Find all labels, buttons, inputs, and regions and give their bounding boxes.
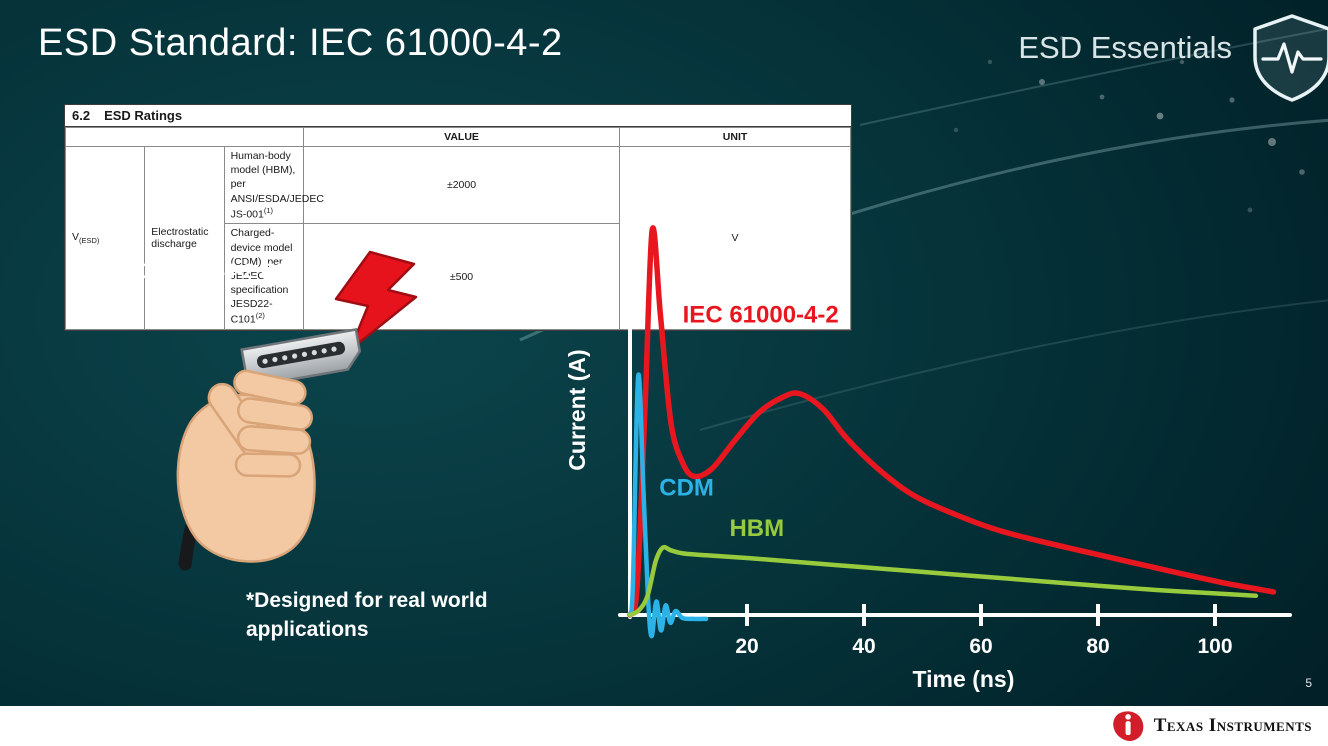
hbm-condition-text: Human-body model (HBM), per ANSI/ESDA/JE…: [230, 150, 324, 221]
cdm-footnote-ref: (2): [255, 311, 265, 321]
ti-logo: [1112, 710, 1144, 741]
series-label-IEC 61000-4-2: IEC 61000-4-2: [683, 301, 839, 328]
series-curve-IEC 61000-4-2: [627, 225, 1277, 618]
page-number: 5: [1305, 676, 1312, 690]
hand-holding-connector-illustration: [176, 328, 362, 571]
ratings-table-heading: 6.2 ESD Ratings: [65, 105, 851, 127]
symbol-cell: V(ESD): [64, 145, 146, 331]
lightning-bolt-icon: [334, 250, 418, 352]
table-row: V(ESD) Electrostatic discharge Human-bod…: [64, 145, 851, 331]
series-label-HBM: HBM: [729, 515, 784, 542]
unit-column-header: UNIT: [619, 127, 851, 147]
y-axis-title: Current (A): [564, 349, 590, 470]
footer-bar: Texas Instruments: [0, 706, 1328, 746]
section-number: 6.2: [72, 108, 91, 123]
slide-title: ESD Standard: IEC 61000-4-2: [38, 22, 563, 64]
series-curve-CDM: [627, 372, 709, 639]
series-brand-title: ESD Essentials: [1018, 30, 1232, 65]
esd-current-chart-area: 20 40 60 80 100 IEC 61000-4-2 CDM HBM Time (ns) C…: [545, 200, 1328, 705]
header-spacer-cell: [65, 127, 304, 147]
series-label-CDM: CDM: [659, 475, 714, 502]
x-tick-label: 60: [969, 635, 992, 658]
section-title: ESD Ratings: [104, 108, 183, 123]
parameter-cell: Electrostatic discharge: [144, 145, 225, 331]
symbol-subscript: (ESD): [79, 236, 100, 246]
x-axis-title: Time (ns): [913, 666, 1015, 692]
ti-wordmark: Texas Instruments: [1153, 715, 1312, 736]
fingers: [233, 369, 314, 478]
hbm-footnote-ref: (1): [263, 205, 274, 215]
esd-current-chart: 20 40 60 80 100 IEC 61000-4-2 CDM HBM Time (ns) C…: [564, 206, 1292, 692]
cdm-condition-text: Charged-device model (CDM), per JEDEC sp…: [230, 227, 293, 326]
series-curve-HBM: [627, 544, 1259, 618]
x-tick-label: 80: [1086, 635, 1109, 658]
hbm-condition-cell: Human-body model (HBM), per ANSI/ESDA/JE…: [223, 145, 324, 225]
ratings-header-row: VALUE UNIT: [65, 127, 851, 147]
esd-ratings-table: 6.2 ESD Ratings VALUE UNIT V(ESD) Electr…: [64, 104, 852, 332]
x-tick-label: 100: [1197, 635, 1232, 658]
value-column-header: VALUE: [302, 127, 621, 147]
designed-for-real-world-note: *Designed for real world applications: [246, 589, 488, 642]
esd-shield-icon: [1253, 14, 1328, 102]
cdm-condition-cell: Charged-device model (CDM), per JEDEC sp…: [223, 223, 304, 331]
x-tick-label: 40: [852, 635, 875, 658]
x-tick-label: 20: [735, 635, 758, 658]
iec-esd-label: IEC 61000-4-2 ESD: [118, 260, 304, 283]
symbol-base: V: [72, 230, 80, 243]
hbm-value-cell: ±2000: [302, 145, 621, 225]
